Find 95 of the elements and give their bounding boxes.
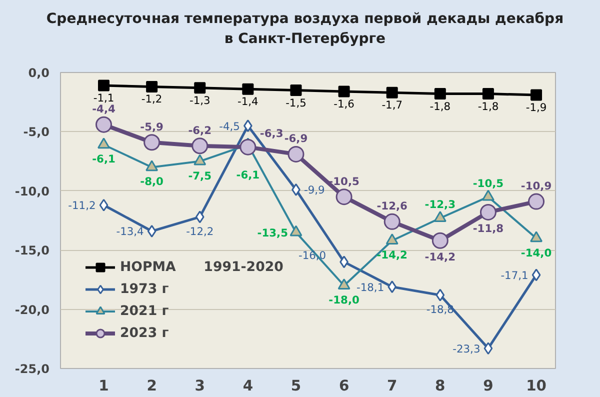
- data-label: -10,5: [328, 174, 360, 188]
- point: [386, 234, 398, 245]
- y-tick-label: -15,0: [14, 244, 50, 258]
- point: [432, 232, 448, 249]
- data-label: -6,3: [260, 127, 284, 140]
- data-label: -8,0: [140, 175, 164, 188]
- data-label: -13,4: [116, 225, 144, 238]
- data-label: -1,2: [141, 92, 162, 106]
- point: [194, 82, 206, 94]
- data-label: -12,2: [186, 224, 214, 238]
- x-tick-label: 2: [146, 378, 157, 394]
- point: [482, 190, 494, 201]
- y-tick-label: -25,0: [14, 362, 50, 376]
- data-label: -4,5: [219, 120, 240, 133]
- data-label: -1,1: [93, 92, 114, 105]
- point: [384, 213, 400, 230]
- data-label: -4,4: [92, 102, 116, 116]
- data-label: -1,3: [189, 94, 210, 107]
- x-tick-label: 9: [483, 378, 494, 394]
- point: [144, 134, 160, 151]
- y-tick-label: 0,0: [28, 66, 50, 80]
- point: [434, 211, 446, 222]
- point: [242, 83, 254, 95]
- point: [96, 116, 112, 133]
- data-label: -13,5: [257, 226, 288, 240]
- x-tick-label: 10: [526, 378, 546, 394]
- legend-label: 2023 г: [120, 326, 169, 340]
- point: [528, 193, 545, 210]
- y-tick-label: -5,0: [23, 125, 50, 140]
- point: [434, 88, 446, 100]
- point: [532, 268, 541, 282]
- point: [99, 198, 108, 212]
- data-label: -6,1: [92, 152, 116, 166]
- point: [147, 224, 156, 238]
- point: [386, 86, 398, 98]
- x-tick-label: 4: [242, 378, 254, 394]
- data-label: -1,5: [286, 96, 306, 110]
- data-label: -11,2: [68, 199, 96, 212]
- point: [482, 88, 494, 100]
- data-label: -1,8: [430, 100, 451, 113]
- chart-title: Среднесуточная температура воздуха первой декады декабря в Санкт-Петербурге: [46, 10, 564, 49]
- point: [98, 80, 110, 92]
- data-label: -6,2: [188, 124, 212, 137]
- point: [336, 188, 352, 206]
- data-label: -14,2: [376, 248, 408, 262]
- x-tick-label: 6: [338, 378, 350, 394]
- data-label: -18,1: [356, 280, 384, 294]
- data-label: -10,5: [472, 176, 504, 190]
- data-label: -6,9: [284, 132, 308, 146]
- data-label: -12,3: [424, 198, 456, 212]
- data-label: -17,1: [500, 268, 528, 282]
- point: [192, 138, 208, 154]
- point: [338, 86, 350, 98]
- x-tick-label: 5: [290, 378, 302, 394]
- point: [288, 146, 304, 162]
- data-label: -6,1: [236, 168, 260, 182]
- x-tick-label: 3: [194, 378, 205, 394]
- x-tick-label: 8: [435, 378, 446, 394]
- point: [388, 280, 397, 294]
- point: [194, 154, 206, 166]
- data-label: -11,8: [472, 222, 504, 236]
- legend-label: 1973 г: [120, 282, 169, 296]
- legend-label: 2021 г: [120, 304, 169, 318]
- data-label: -1,4: [238, 95, 259, 108]
- point: [98, 138, 110, 149]
- y-tick-label: -10,0: [14, 184, 50, 198]
- point: [484, 342, 493, 355]
- data-label: -23,3: [452, 342, 480, 356]
- point: [240, 138, 256, 156]
- data-label: -1,6: [334, 97, 355, 110]
- data-label: -5,9: [140, 120, 164, 134]
- data-label: -10,9: [520, 180, 552, 193]
- data-label: -12,6: [376, 200, 408, 213]
- point: [146, 160, 158, 172]
- point: [530, 231, 543, 242]
- x-tick-label: 7: [387, 378, 398, 394]
- data-label: -9,9: [304, 184, 325, 197]
- point: [480, 204, 496, 220]
- y-tick-label: -20,0: [14, 302, 50, 317]
- x-tick-label: 1: [98, 378, 109, 394]
- point: [290, 225, 302, 236]
- legend-label: НОРМА 1991-2020: [120, 260, 284, 274]
- point: [195, 210, 204, 224]
- point: [290, 84, 302, 96]
- data-label: -1,9: [526, 100, 547, 114]
- point: [436, 288, 445, 302]
- data-label: -7,5: [188, 169, 212, 182]
- point: [338, 278, 350, 290]
- data-label: -14,0: [520, 246, 552, 260]
- data-label: -1,7: [382, 98, 403, 112]
- data-label: -1,8: [478, 100, 499, 113]
- data-label: -14,2: [424, 250, 456, 264]
- point: [530, 89, 542, 101]
- data-label: -18,0: [328, 294, 360, 307]
- point: [146, 80, 158, 92]
